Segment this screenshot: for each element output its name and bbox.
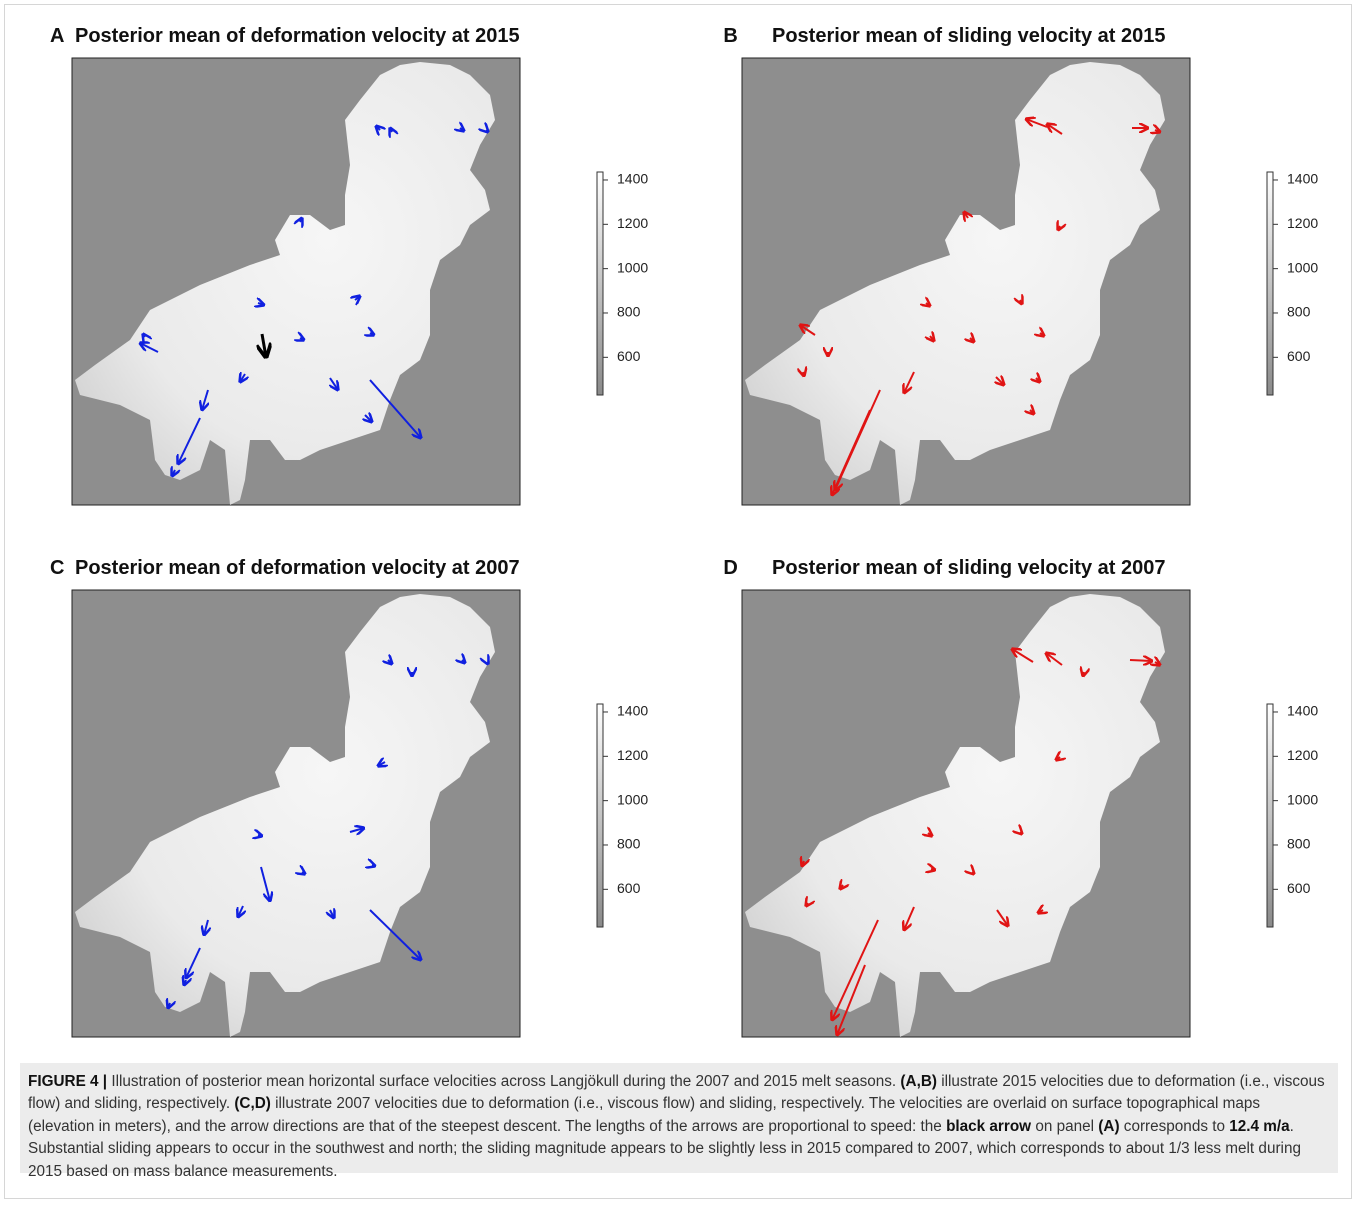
colorbar [1267, 704, 1273, 927]
caption-bold: (A) [1098, 1118, 1119, 1135]
colorbar-tick-label: 1000 [1287, 259, 1318, 275]
colorbar-tick-label: 1000 [617, 259, 648, 275]
colorbar-tick-label: 1000 [617, 791, 648, 807]
caption-text: corresponds to [1120, 1118, 1230, 1135]
panel-title: Posterior mean of sliding velocity at 20… [772, 557, 1165, 579]
colorbar-tick-label: 600 [1287, 880, 1311, 896]
velocity-arrow [1020, 832, 1022, 834]
velocity-arrow [1130, 660, 1152, 661]
velocity-arrow [803, 372, 804, 376]
velocity-arrow [972, 872, 974, 874]
caption-bold: black arrow [946, 1118, 1031, 1135]
panel-letter: A [50, 25, 64, 47]
colorbar-tick-label: 600 [1287, 348, 1311, 364]
panel-letter: D [723, 557, 737, 579]
colorbar-tick-label: 800 [617, 304, 641, 320]
colorbar [597, 704, 603, 927]
colorbar-tick-label: 600 [617, 880, 641, 896]
colorbar [1267, 172, 1273, 395]
caption-text: on panel [1031, 1118, 1098, 1135]
colorbar-tick-label: 1200 [1287, 215, 1318, 231]
caption-bold: (C,D) [234, 1095, 271, 1112]
colorbar-tick-label: 1200 [617, 747, 648, 763]
colorbar-tick-label: 1200 [617, 215, 648, 231]
velocity-arrow [258, 835, 262, 836]
colorbar [597, 172, 603, 395]
velocity-arrow [486, 130, 488, 132]
colorbar-tick-label: 1400 [617, 703, 648, 719]
velocity-arrow [372, 865, 375, 866]
panel-letter: C [50, 557, 64, 579]
colorbar-tick-label: 1200 [1287, 747, 1318, 763]
velocity-arrow [931, 869, 935, 870]
velocity-arrow [487, 662, 488, 664]
caption-bold: 12.4 m/a [1229, 1118, 1289, 1135]
colorbar-tick-label: 1400 [1287, 171, 1318, 187]
caption: FIGURE 4 | Illustration of posterior mea… [20, 1063, 1338, 1173]
colorbar-tick-label: 1400 [1287, 703, 1318, 719]
panel-title: Posterior mean of deformation velocity a… [75, 25, 520, 47]
panel-title: Posterior mean of deformation velocity a… [75, 557, 520, 579]
caption-bold: FIGURE 4 | [28, 1073, 107, 1090]
figure: A Posterior mean of deformation velocity … [0, 0, 1358, 1060]
caption-bold: (A,B) [900, 1073, 937, 1090]
colorbar-tick-label: 1000 [1287, 791, 1318, 807]
colorbar-tick-label: 800 [1287, 304, 1311, 320]
colorbar-tick-label: 1400 [617, 171, 648, 187]
colorbar-tick-label: 600 [617, 348, 641, 364]
colorbar-tick-label: 800 [1287, 836, 1311, 852]
colorbar-tick-label: 800 [617, 836, 641, 852]
caption-text: Illustration of posterior mean horizonta… [107, 1073, 900, 1090]
panel-letter: B [723, 25, 737, 47]
velocity-arrow [1083, 672, 1084, 676]
panel-title: Posterior mean of sliding velocity at 20… [772, 25, 1165, 47]
